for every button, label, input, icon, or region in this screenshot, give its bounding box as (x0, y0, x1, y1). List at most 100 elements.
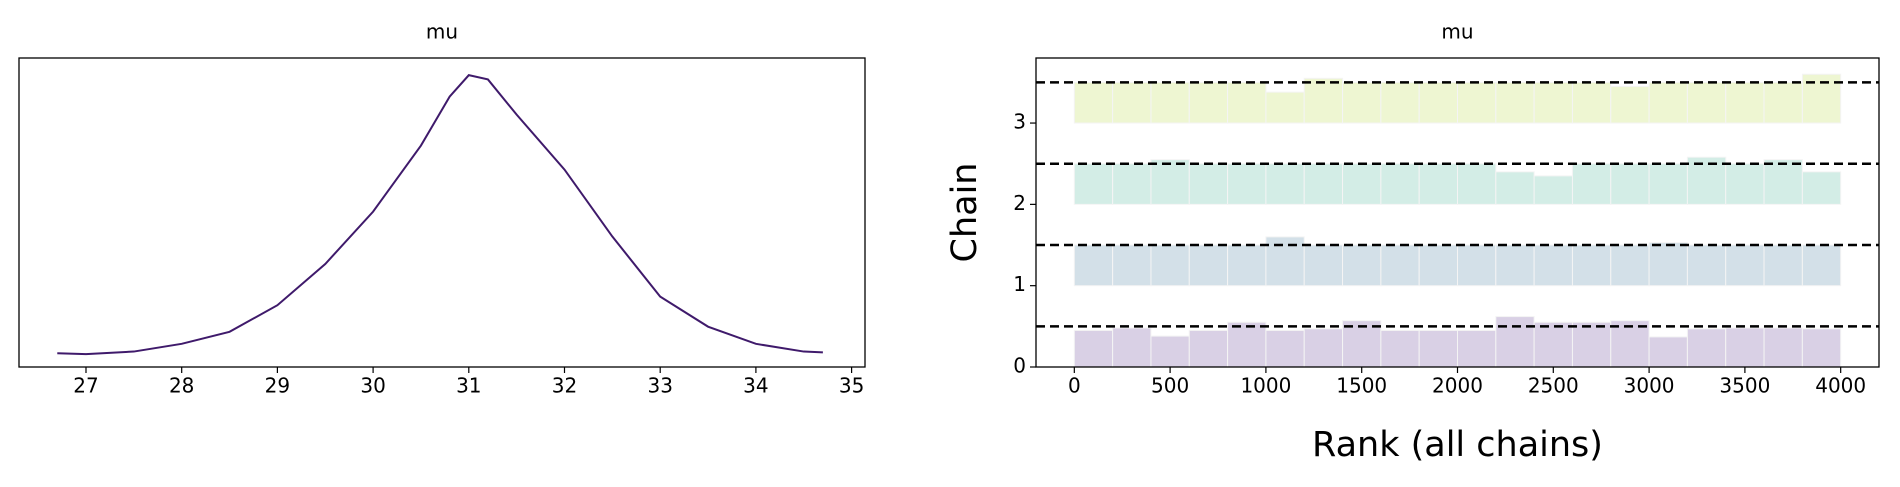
rank-bar (1495, 244, 1535, 287)
x-tick-label: 500 (1151, 374, 1189, 398)
rank-bar (1610, 244, 1650, 287)
y-tick-label: 1 (1013, 272, 1026, 296)
rank-bar (1495, 81, 1535, 124)
rank-bar (1533, 81, 1573, 124)
rank-bar (1763, 81, 1803, 124)
rank-bar (1188, 329, 1229, 368)
rank-bar (1150, 335, 1190, 368)
rank-bar (1342, 320, 1382, 368)
rank-bar (1112, 163, 1152, 205)
chart-title: mu (426, 20, 458, 44)
rank-bar (1265, 91, 1305, 124)
rank-bar (1801, 328, 1842, 368)
x-tick-label: 35 (839, 374, 864, 398)
rank-bar (1763, 159, 1803, 205)
rank-bar (1265, 163, 1305, 205)
rank-bar (1495, 316, 1535, 368)
x-tick-label: 30 (360, 374, 385, 398)
rank-bar (1303, 328, 1344, 368)
rank-bar (1227, 244, 1267, 287)
x-tick-label: 33 (647, 374, 672, 398)
rank-bar (1610, 320, 1650, 368)
density-line (57, 74, 823, 356)
x-axis-label: Rank (all chains) (1312, 425, 1603, 465)
rank-bar (1686, 156, 1727, 205)
rank-bar (1342, 244, 1382, 287)
rank-bar (1380, 329, 1420, 368)
rank-bar (1073, 81, 1114, 124)
x-tick-label: 3000 (1624, 374, 1675, 398)
rank-bar (1457, 81, 1497, 124)
rank-bar (1571, 81, 1612, 124)
rank-bar (1380, 163, 1420, 205)
rank-bar (1265, 236, 1305, 287)
rank-bar (1648, 336, 1688, 368)
rank-bar (1571, 244, 1612, 287)
rank-bar (1457, 244, 1497, 287)
rank-bar (1686, 244, 1727, 287)
rank-bar (1073, 329, 1114, 368)
rank-bar (1725, 327, 1765, 368)
y-axis-label: Chain (945, 163, 985, 263)
rank-bar (1303, 163, 1344, 205)
rank-bar (1610, 85, 1650, 124)
x-tick-label: 2000 (1432, 374, 1483, 398)
rank-bar (1342, 163, 1382, 205)
x-tick-label: 29 (265, 374, 290, 398)
rank-bar (1648, 163, 1688, 205)
rank-bar (1801, 244, 1842, 287)
y-tick-label: 0 (1013, 354, 1026, 378)
rank-bar (1188, 244, 1229, 287)
rank-bar (1763, 244, 1803, 287)
rank-bar (1418, 163, 1458, 205)
y-tick-label: 3 (1013, 110, 1026, 134)
rank-bar (1112, 327, 1152, 368)
rank-bar (1533, 321, 1573, 368)
x-tick-label: 32 (552, 374, 577, 398)
x-tick-label: 2500 (1528, 374, 1579, 398)
rank-bar (1188, 163, 1229, 205)
rank-bar (1533, 244, 1573, 287)
rank-bar (1686, 81, 1727, 124)
rank-bar (1686, 328, 1727, 368)
rank-bar (1150, 159, 1190, 205)
x-tick-label: 27 (73, 374, 98, 398)
rank-bar (1380, 81, 1420, 124)
rank-bar (1342, 81, 1382, 124)
rank-bar (1725, 163, 1765, 205)
rank-bar (1112, 81, 1152, 124)
rank-bar (1227, 321, 1267, 368)
rank-bar (1457, 329, 1497, 368)
rank-bar (1227, 163, 1267, 205)
rank-bar (1801, 171, 1842, 205)
rank-bar (1303, 244, 1344, 287)
x-tick-label: 34 (743, 374, 768, 398)
rank-bar (1418, 81, 1458, 124)
rank-bar (1457, 163, 1497, 205)
rank-bar (1610, 163, 1650, 205)
x-tick-label: 1500 (1336, 374, 1387, 398)
rank-bar (1495, 171, 1535, 205)
rank-bar (1112, 244, 1152, 287)
x-tick-label: 28 (169, 374, 194, 398)
x-tick-label: 1000 (1240, 374, 1291, 398)
rank-bar (1265, 329, 1305, 368)
axes-frame (18, 57, 866, 368)
rank-bar (1648, 81, 1688, 124)
rank-bar (1571, 321, 1612, 368)
y-tick-label: 2 (1013, 191, 1026, 215)
x-tick-label: 0 (1068, 374, 1081, 398)
chart-title: mu (1441, 20, 1473, 44)
rank-bar (1648, 242, 1688, 287)
rank-bar (1073, 163, 1114, 205)
rank-bar (1380, 244, 1420, 287)
rank-bar (1571, 163, 1612, 205)
x-tick-label: 4000 (1815, 374, 1866, 398)
rank-bar (1418, 329, 1458, 368)
rank-bar (1227, 81, 1267, 124)
rank-bar (1150, 81, 1190, 124)
rank-bar (1725, 244, 1765, 287)
rank-bar (1303, 77, 1344, 124)
rank-bar (1533, 175, 1573, 205)
